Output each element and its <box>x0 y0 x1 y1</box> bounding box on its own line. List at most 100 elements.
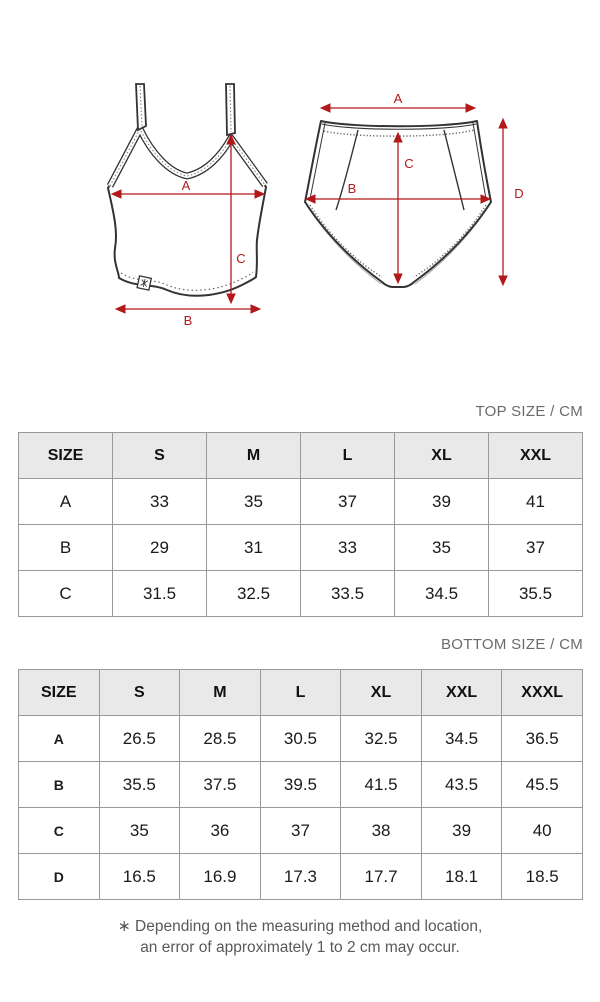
camisole-measure-arrows <box>110 133 266 314</box>
size-value-cell: 37 <box>259 807 342 854</box>
size-value-cell: 33 <box>112 478 207 525</box>
briefs-leg-stitch-right <box>413 204 487 278</box>
top-size-section-title: TOP SIZE / CM <box>475 403 583 420</box>
size-value-cell: 41.5 <box>340 761 422 808</box>
column-header: SIZE <box>18 432 113 479</box>
size-value-cell: 28.5 <box>179 715 261 762</box>
briefs-label-C: C <box>404 156 413 171</box>
size-value-cell: 39 <box>420 807 503 854</box>
size-value-cell: 35 <box>98 807 181 854</box>
row-label: B <box>18 524 113 571</box>
column-header: SIZE <box>18 669 100 716</box>
bottom-size-table: SIZE S M L XL XXL XXXL A 26.5 28.5 30.5 32.5 34.5 36.… <box>18 669 583 900</box>
camisole-hem-tag <box>136 275 153 291</box>
row-label: A <box>18 715 100 762</box>
briefs-measure-arrows <box>304 103 508 287</box>
table-row: D 16.5 16.9 17.3 17.7 18.1 18.5 <box>18 853 583 900</box>
size-value-cell: 33 <box>300 524 395 571</box>
camisole-diagram: A C B <box>106 83 268 328</box>
briefs-label-B: B <box>348 181 357 196</box>
size-value-cell: 17.7 <box>340 853 422 900</box>
column-header: L <box>300 432 395 479</box>
size-value-cell: 35.5 <box>98 761 181 808</box>
briefs-arrow-D <box>498 117 508 287</box>
briefs-arrow-A <box>319 103 477 113</box>
garment-measurement-diagram: A C B <box>106 83 524 328</box>
size-value-cell: 31 <box>206 524 301 571</box>
briefs-leg-stitch-left <box>309 204 383 278</box>
column-header: M <box>179 669 261 716</box>
table-header-row: SIZE S M L XL XXL <box>18 432 583 479</box>
row-label: B <box>18 761 100 808</box>
table-row: C 35 36 37 38 39 40 <box>18 807 583 854</box>
size-value-cell: 16.9 <box>179 853 261 900</box>
size-value-cell: 39 <box>394 478 489 525</box>
column-header: S <box>112 432 207 479</box>
size-value-cell: 26.5 <box>98 715 181 762</box>
size-value-cell: 37 <box>488 524 583 571</box>
table-row: A 33 35 37 39 41 <box>18 478 583 525</box>
size-value-cell: 36.5 <box>501 715 583 762</box>
camisole-label-A: A <box>182 178 191 193</box>
size-value-cell: 45.5 <box>501 761 583 808</box>
size-value-cell: 32.5 <box>340 715 422 762</box>
briefs-panel-seam-right <box>443 129 465 211</box>
size-value-cell: 33.5 <box>300 570 395 617</box>
column-header: XXL <box>420 669 503 716</box>
size-value-cell: 30.5 <box>259 715 342 762</box>
size-value-cell: 41 <box>488 478 583 525</box>
measurement-disclaimer-note: ∗ Depending on the measuring method and … <box>0 916 600 958</box>
table-row: B 29 31 33 35 37 <box>18 524 583 571</box>
size-value-cell: 17.3 <box>259 853 342 900</box>
size-value-cell: 34.5 <box>420 715 503 762</box>
size-value-cell: 35 <box>394 524 489 571</box>
size-value-cell: 43.5 <box>420 761 503 808</box>
column-header: L <box>259 669 342 716</box>
camisole-right-strap <box>225 83 236 137</box>
size-value-cell: 32.5 <box>206 570 301 617</box>
table-header-row: SIZE S M L XL XXL XXXL <box>18 669 583 716</box>
briefs-panel-seam-left <box>335 129 359 211</box>
briefs-diagram: A B C D <box>304 91 524 288</box>
size-value-cell: 18.1 <box>420 853 503 900</box>
row-label: C <box>18 807 100 854</box>
size-value-cell: 37 <box>300 478 395 525</box>
size-value-cell: 18.5 <box>501 853 583 900</box>
column-header: M <box>206 432 301 479</box>
briefs-side-seam-right <box>472 122 487 200</box>
size-value-cell: 40 <box>501 807 583 854</box>
column-header: XXL <box>488 432 583 479</box>
column-header: XL <box>394 432 489 479</box>
size-value-cell: 16.5 <box>98 853 181 900</box>
briefs-label-A: A <box>394 91 403 106</box>
size-value-cell: 29 <box>112 524 207 571</box>
size-value-cell: 35 <box>206 478 301 525</box>
camisole-arrow-B <box>114 304 262 314</box>
camisole-arrow-A <box>110 189 266 199</box>
table-row: B 35.5 37.5 39.5 41.5 43.5 45.5 <box>18 761 583 808</box>
column-header: XL <box>340 669 422 716</box>
top-size-table: SIZE S M L XL XXL A 33 35 37 39 41 B 29 31 33 35 37 C 31.5 3… <box>18 432 583 617</box>
camisole-label-B: B <box>184 313 193 328</box>
column-header: XXXL <box>501 669 583 716</box>
camisole-arrow-C <box>226 133 236 305</box>
size-value-cell: 34.5 <box>394 570 489 617</box>
size-value-cell: 35.5 <box>488 570 583 617</box>
table-row: A 26.5 28.5 30.5 32.5 34.5 36.5 <box>18 715 583 762</box>
bottom-size-section-title: BOTTOM SIZE / CM <box>440 636 583 653</box>
briefs-arrow-C <box>393 131 403 285</box>
size-value-cell: 37.5 <box>179 761 261 808</box>
size-value-cell: 39.5 <box>259 761 342 808</box>
camisole-label-C: C <box>236 251 245 266</box>
table-row: C 31.5 32.5 33.5 34.5 35.5 <box>18 570 583 617</box>
size-value-cell: 31.5 <box>112 570 207 617</box>
camisole-neckline-stitch <box>109 127 266 187</box>
row-label: A <box>18 478 113 525</box>
briefs-side-seam-left <box>309 122 326 200</box>
camisole-right-strap-stitch <box>229 85 232 133</box>
row-label: D <box>18 853 100 900</box>
note-line-2: an error of approximately 1 to 2 cm may … <box>140 939 460 956</box>
size-value-cell: 36 <box>179 807 261 854</box>
size-value-cell: 38 <box>340 807 422 854</box>
